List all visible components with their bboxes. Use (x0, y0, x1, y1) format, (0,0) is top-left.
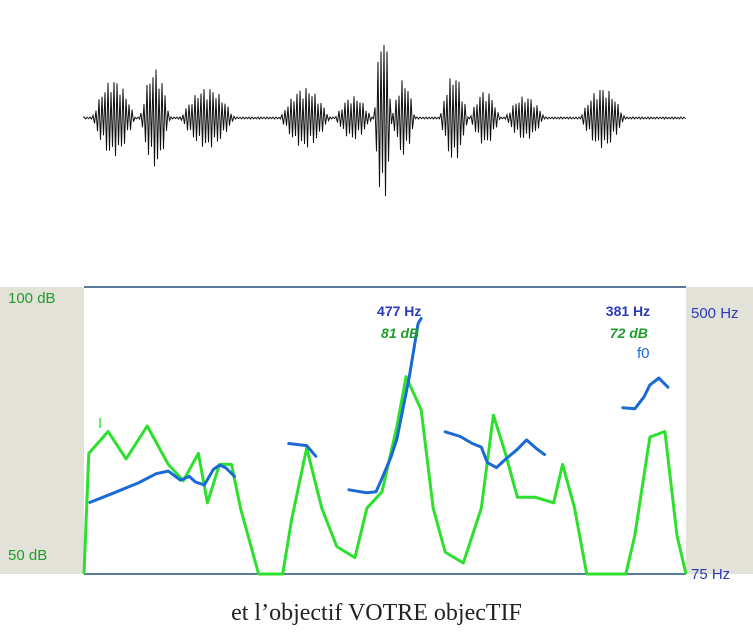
pitch-segment-3 (347, 317, 423, 495)
pitch-series-label: f0 (637, 345, 650, 362)
peak-db-label-1: 81 dB (381, 325, 419, 341)
hz-top-label: 500 Hz (691, 305, 739, 322)
pitch-segment-5 (621, 376, 670, 411)
series-layer (82, 317, 688, 576)
db-axis-panel (0, 287, 84, 574)
caption: et l’objectif VOTRE objecTIF (231, 600, 522, 626)
hz-axis-panel (686, 287, 753, 574)
peak-hz-label-2: 381 Hz (606, 303, 650, 319)
intensity-curve (82, 375, 688, 576)
label-layer: If0 477 Hz 81 dB 381 Hz 72 dB (98, 303, 650, 432)
pitch-segment-2 (287, 442, 318, 458)
peak-hz-label-1: 477 Hz (377, 303, 421, 319)
intensity-series-label: I (98, 415, 102, 432)
pitch-segment-1 (88, 463, 236, 504)
peak-db-label-2: 72 dB (610, 325, 648, 341)
waveform (83, 44, 686, 197)
db-bottom-label: 50 dB (8, 547, 48, 564)
db-top-label: 100 dB (8, 290, 56, 307)
hz-bottom-label: 75 Hz (691, 566, 731, 583)
pitch-segment-4 (443, 430, 546, 470)
